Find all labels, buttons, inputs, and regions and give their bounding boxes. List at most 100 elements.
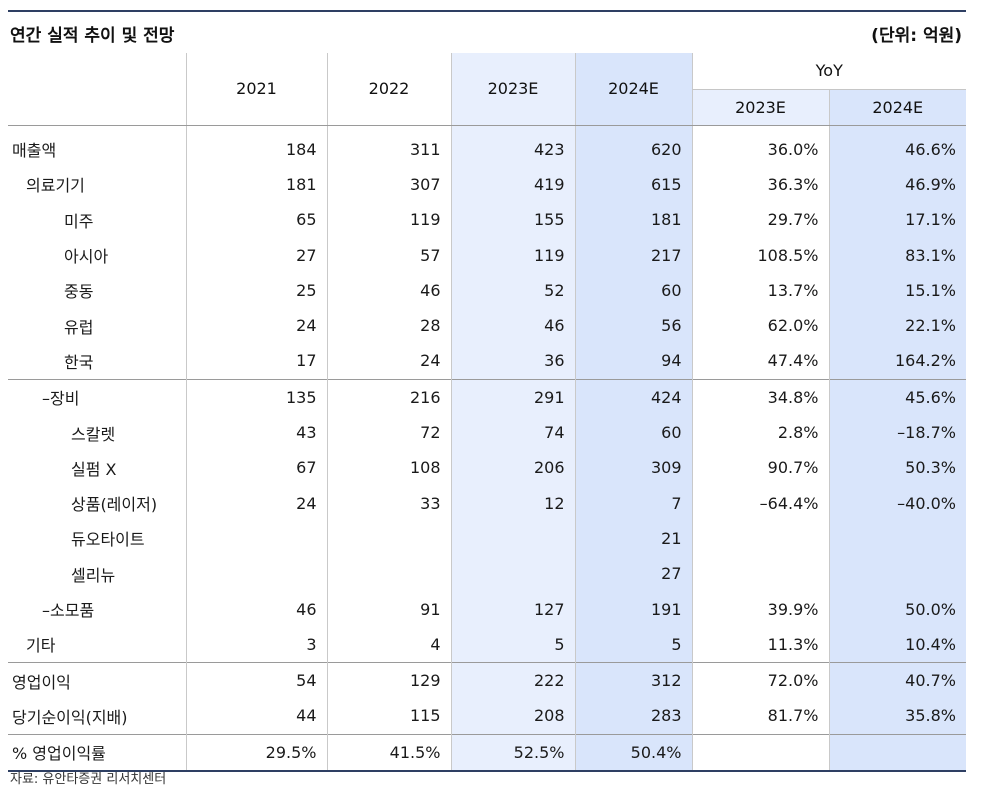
yoy-cell: 40.7% [828,661,966,699]
row-label: % 영업이익률 [8,733,186,772]
row-label: 의료기기 [26,176,85,196]
yoy-cell [828,556,966,592]
yoy-cell: 81.7% [691,698,829,735]
yoy-cell: –18.7% [828,414,966,451]
value-cell: 181 [185,166,327,203]
earnings-table: 2021 2022 2023E 2024E YoY 2023E 2024E 매출… [8,53,966,772]
value-cell: 52 [450,272,575,308]
table-row: –소모품 46 91 127 191 39.9% 50.0% [8,591,966,627]
yoy-cell: 22.1% [828,307,966,344]
value-cell: 217 [574,237,692,273]
value-cell: 24 [185,485,327,521]
value-cell: 17 [185,343,327,380]
yoy-cell: –40.0% [828,485,966,521]
table-row: 당기순이익(지배) 44 115 208 283 81.7% 35.8% [8,698,966,735]
value-cell: 60 [574,414,692,451]
value-cell: 127 [450,591,575,627]
top-rule [8,10,966,12]
yoy-cell: 13.7% [691,272,829,308]
table-row: 기타 3 4 5 5 11.3% 10.4% [8,626,966,663]
value-cell: 7 [574,485,692,521]
value-cell: 46 [185,591,327,627]
value-cell: 24 [326,343,451,380]
header-2021: 2021 [185,53,327,126]
value-cell: 419 [450,166,575,203]
value-cell: 36 [450,343,575,380]
yoy-cell: 46.9% [828,166,966,203]
value-cell: 60 [574,272,692,308]
row-label: 실펌 X [71,459,117,479]
header-corner [8,53,186,126]
value-cell: 67 [185,450,327,486]
value-cell: 3 [185,626,327,663]
value-cell: 119 [326,202,451,238]
table-row: 유럽 24 28 46 56 62.0% 22.1% [8,307,966,344]
value-cell: 216 [326,378,451,415]
value-cell [326,520,451,557]
table-row: % 영업이익률 29.5% 41.5% 52.5% 50.4% [8,733,966,772]
yoy-cell: 34.8% [691,378,829,415]
yoy-cell: 39.9% [691,591,829,627]
value-cell: 115 [326,698,451,735]
yoy-cell: 108.5% [691,237,829,273]
value-cell: 620 [574,125,692,167]
value-cell: 33 [326,485,451,521]
row-label: –소모품 [42,601,95,620]
header-yoy: YoY [691,53,966,90]
value-cell [450,556,575,592]
value-cell: 119 [450,237,575,273]
value-cell: 65 [185,202,327,238]
yoy-cell: 35.8% [828,698,966,735]
value-cell: 311 [326,125,451,167]
source-note: 자료: 유안타증권 리서치센터 [10,772,167,787]
table-row: 한국 17 24 36 94 47.4% 164.2% [8,343,966,380]
value-cell: 135 [185,378,327,415]
table-row: 듀오타이트 21 [8,520,966,557]
value-cell: 27 [574,556,692,592]
value-cell: 5 [450,626,575,663]
row-label: 아시아 [64,247,109,267]
value-cell: 283 [574,698,692,735]
value-cell: 94 [574,343,692,380]
value-cell: 4 [326,626,451,663]
value-cell: 74 [450,414,575,451]
yoy-cell [691,733,829,772]
yoy-cell: 11.3% [691,626,829,663]
header-2023e: 2023E [450,53,575,126]
value-cell: 424 [574,378,692,415]
value-cell: 206 [450,450,575,486]
table-row: 상품(레이저) 24 33 12 7 –64.4% –40.0% [8,485,966,521]
value-cell: 155 [450,202,575,238]
row-label: 셀리뉴 [71,565,116,585]
title-row: 연간 실적 추이 및 전망 (단위: 억원) [8,12,966,52]
yoy-cell [691,520,829,557]
unit-label: (단위: 억원) [871,26,962,46]
row-label: 미주 [64,211,94,231]
header-2022: 2022 [326,53,451,126]
table-row: 중동 25 46 52 60 13.7% 15.1% [8,272,966,308]
value-cell: 21 [574,520,692,557]
value-cell: 46 [326,272,451,308]
row-label: 유럽 [64,317,94,337]
value-cell: 423 [450,125,575,167]
value-cell: 309 [574,450,692,486]
table-row: 스칼렛 43 72 74 60 2.8% –18.7% [8,414,966,451]
yoy-cell: 50.0% [828,591,966,627]
table-row: 실펌 X 67 108 206 309 90.7% 50.3% [8,450,966,486]
value-cell: 52.5% [450,733,575,772]
value-cell: 46 [450,307,575,344]
value-cell: 24 [185,307,327,344]
table-row: 아시아 27 57 119 217 108.5% 83.1% [8,237,966,273]
value-cell: 12 [450,485,575,521]
row-label: 스칼렛 [71,424,116,444]
table-row: 셀리뉴 27 [8,556,966,592]
table-title: 연간 실적 추이 및 전망 [10,26,175,46]
header-2024e: 2024E [574,53,692,126]
row-label: 듀오타이트 [71,530,145,550]
yoy-cell: 17.1% [828,202,966,238]
value-cell: 615 [574,166,692,203]
yoy-cell: 50.3% [828,450,966,486]
value-cell: 43 [185,414,327,451]
value-cell [185,520,327,557]
header-yoy-2023e: 2023E [691,89,829,126]
